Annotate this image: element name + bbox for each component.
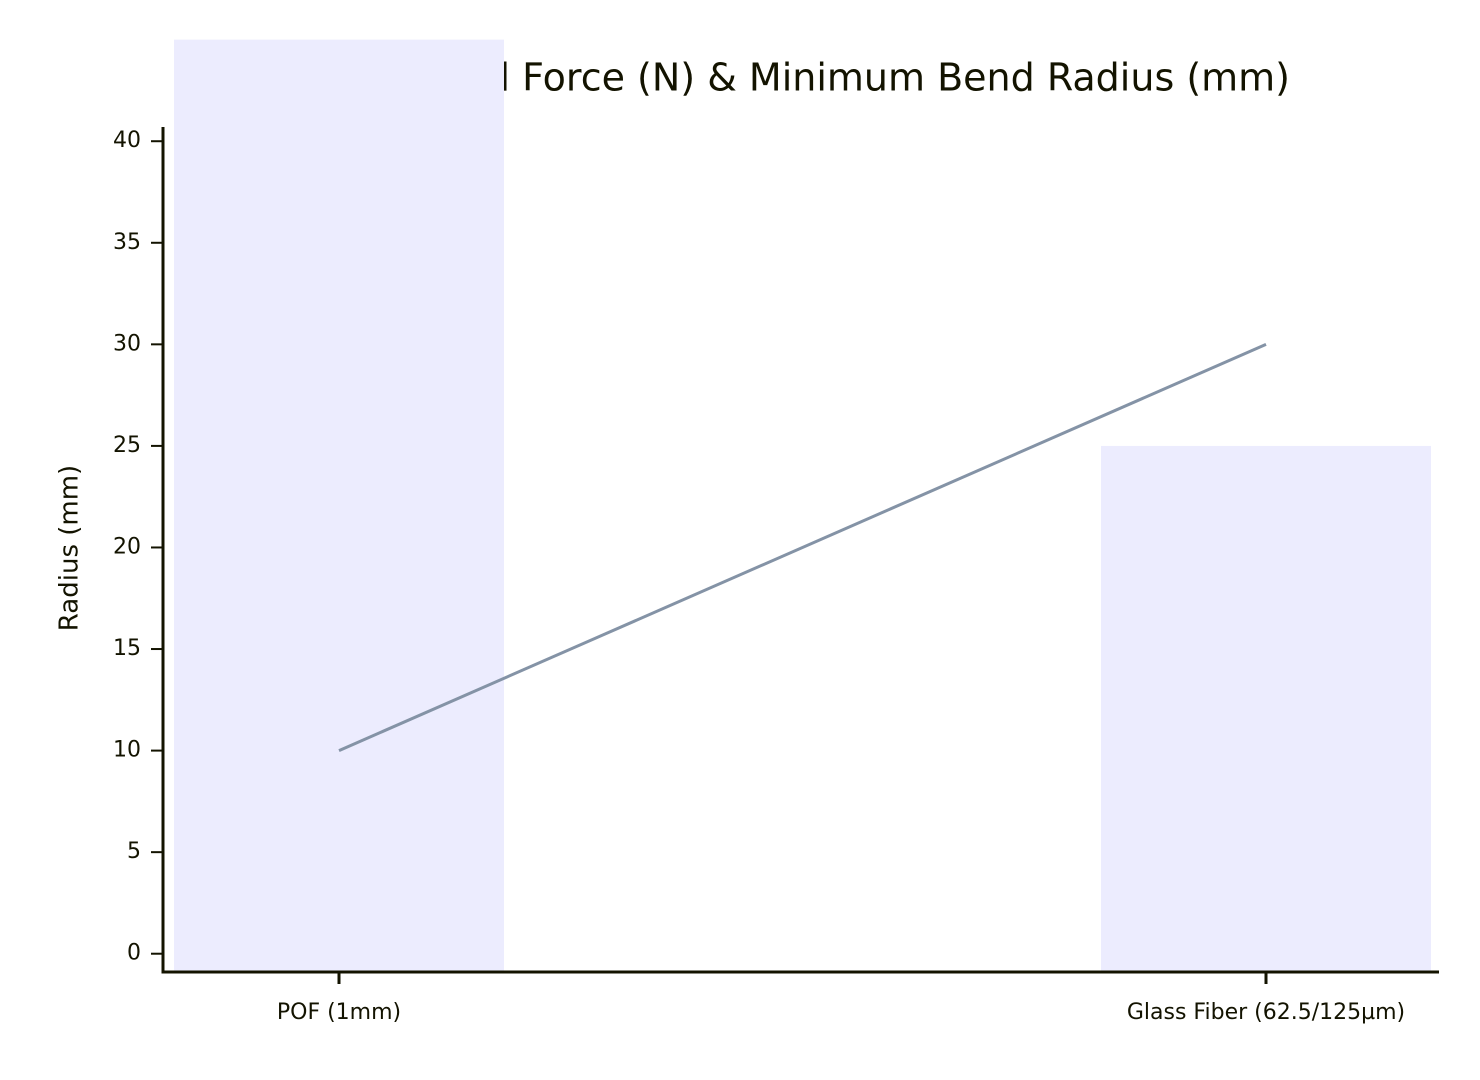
y-tick-label: 5: [127, 839, 141, 864]
y-tick-label: 25: [113, 433, 141, 458]
y-tick-label: 30: [113, 331, 141, 356]
y-tick-label: 0: [127, 941, 141, 966]
y-tick-label: 40: [113, 128, 141, 153]
x-tick-label: POF (1mm): [277, 1000, 401, 1025]
chart-title: Pull Force (N) & Minimum Bend Radius (mm…: [443, 56, 1290, 100]
y-tick-label: 35: [113, 230, 141, 255]
y-tick-label: 20: [113, 534, 141, 559]
y-axis-label: Radius (mm): [55, 465, 85, 631]
bar: [1101, 445, 1431, 972]
line-series: [338, 342, 1267, 752]
bar: [174, 39, 504, 972]
y-tick-label: 15: [113, 636, 141, 661]
x-tick-label: Glass Fiber (62.5/125µm): [1127, 1000, 1405, 1025]
y-tick-label: 10: [113, 738, 141, 763]
